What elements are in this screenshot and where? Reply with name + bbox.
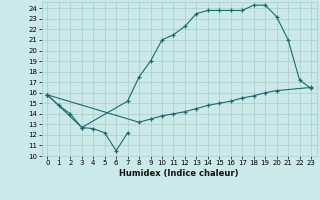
X-axis label: Humidex (Indice chaleur): Humidex (Indice chaleur) bbox=[119, 169, 239, 178]
